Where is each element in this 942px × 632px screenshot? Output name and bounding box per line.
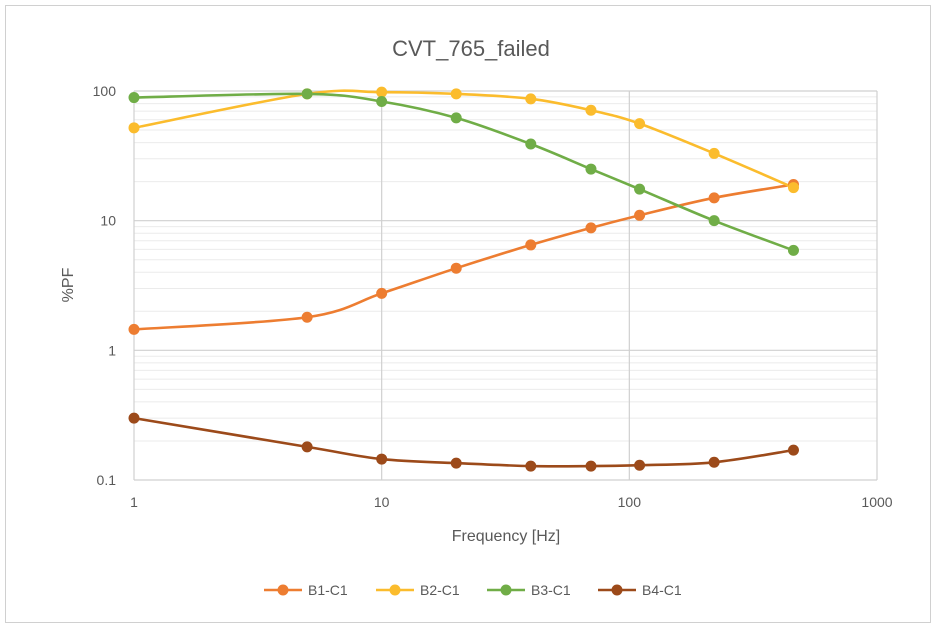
data-point-b4-c1 (450, 457, 462, 469)
legend: B1-C1 B2-C1 B3-C1 B4-C1 (264, 582, 682, 598)
data-point-b1-c1 (450, 262, 462, 274)
x-tick-label: 10 (374, 494, 390, 510)
legend-swatch-marker (611, 584, 623, 596)
data-point-b4-c1 (634, 459, 646, 471)
data-point-b3-c1 (376, 95, 388, 107)
data-point-b2-c1 (450, 88, 462, 100)
x-tick-label: 1000 (861, 494, 892, 510)
data-point-b3-c1 (301, 88, 313, 100)
legend-item-b2-c1: B2-C1 (376, 582, 460, 598)
legend-label: B4-C1 (642, 582, 682, 598)
data-point-b3-c1 (787, 244, 799, 256)
legend-swatch-marker (277, 584, 289, 596)
series-markers (128, 86, 799, 472)
data-point-b3-c1 (450, 112, 462, 124)
data-point-b3-c1 (585, 163, 597, 175)
data-point-b1-c1 (585, 222, 597, 234)
data-point-b1-c1 (128, 323, 140, 335)
legend-label: B3-C1 (531, 582, 571, 598)
y-tick-label: 100 (93, 83, 117, 99)
axes: 1 10 100 1000 0.1 1 10 100 (93, 83, 893, 510)
y-axis-title: %PF (60, 267, 77, 302)
legend-swatch-marker (389, 584, 401, 596)
data-point-b2-c1 (525, 93, 537, 105)
data-point-b2-c1 (585, 104, 597, 116)
series-lines (132, 89, 795, 468)
data-point-b4-c1 (301, 441, 313, 453)
data-point-b3-c1 (128, 92, 140, 104)
y-tick-label: 10 (100, 213, 116, 229)
data-point-b4-c1 (787, 444, 799, 456)
data-point-b2-c1 (634, 118, 646, 130)
y-tick-label: 0.1 (97, 472, 117, 488)
gridlines (133, 90, 878, 481)
series-line-b1-c1 (132, 183, 795, 331)
y-tick-label: 1 (108, 342, 116, 358)
data-point-b2-c1 (128, 122, 140, 134)
x-axis-title: Frequency [Hz] (452, 528, 560, 545)
data-point-b2-c1 (708, 147, 720, 159)
data-point-b3-c1 (708, 215, 720, 227)
chart-frame (5, 5, 931, 623)
data-point-b1-c1 (376, 287, 388, 299)
data-point-b4-c1 (525, 460, 537, 472)
data-point-b2-c1 (376, 86, 388, 98)
legend-item-b1-c1: B1-C1 (264, 582, 348, 598)
data-point-b2-c1 (787, 182, 799, 194)
legend-item-b3-c1: B3-C1 (487, 582, 571, 598)
data-point-b1-c1 (525, 239, 537, 251)
data-point-b3-c1 (525, 138, 537, 150)
data-point-b1-c1 (301, 311, 313, 323)
data-point-b3-c1 (634, 183, 646, 195)
series-line-b2-c1 (132, 89, 795, 189)
data-point-b1-c1 (708, 192, 720, 204)
legend-swatch-marker (500, 584, 512, 596)
x-tick-label: 100 (618, 494, 642, 510)
x-tick-label: 1 (130, 494, 138, 510)
series-line-b4-c1 (132, 416, 795, 468)
legend-item-b4-c1: B4-C1 (598, 582, 682, 598)
chart-title: CVT_765_failed (392, 36, 550, 61)
data-point-b4-c1 (585, 460, 597, 472)
legend-label: B1-C1 (308, 582, 348, 598)
data-point-b4-c1 (708, 456, 720, 468)
data-point-b1-c1 (634, 209, 646, 221)
legend-label: B2-C1 (420, 582, 460, 598)
data-point-b4-c1 (376, 453, 388, 465)
data-point-b4-c1 (128, 412, 140, 424)
